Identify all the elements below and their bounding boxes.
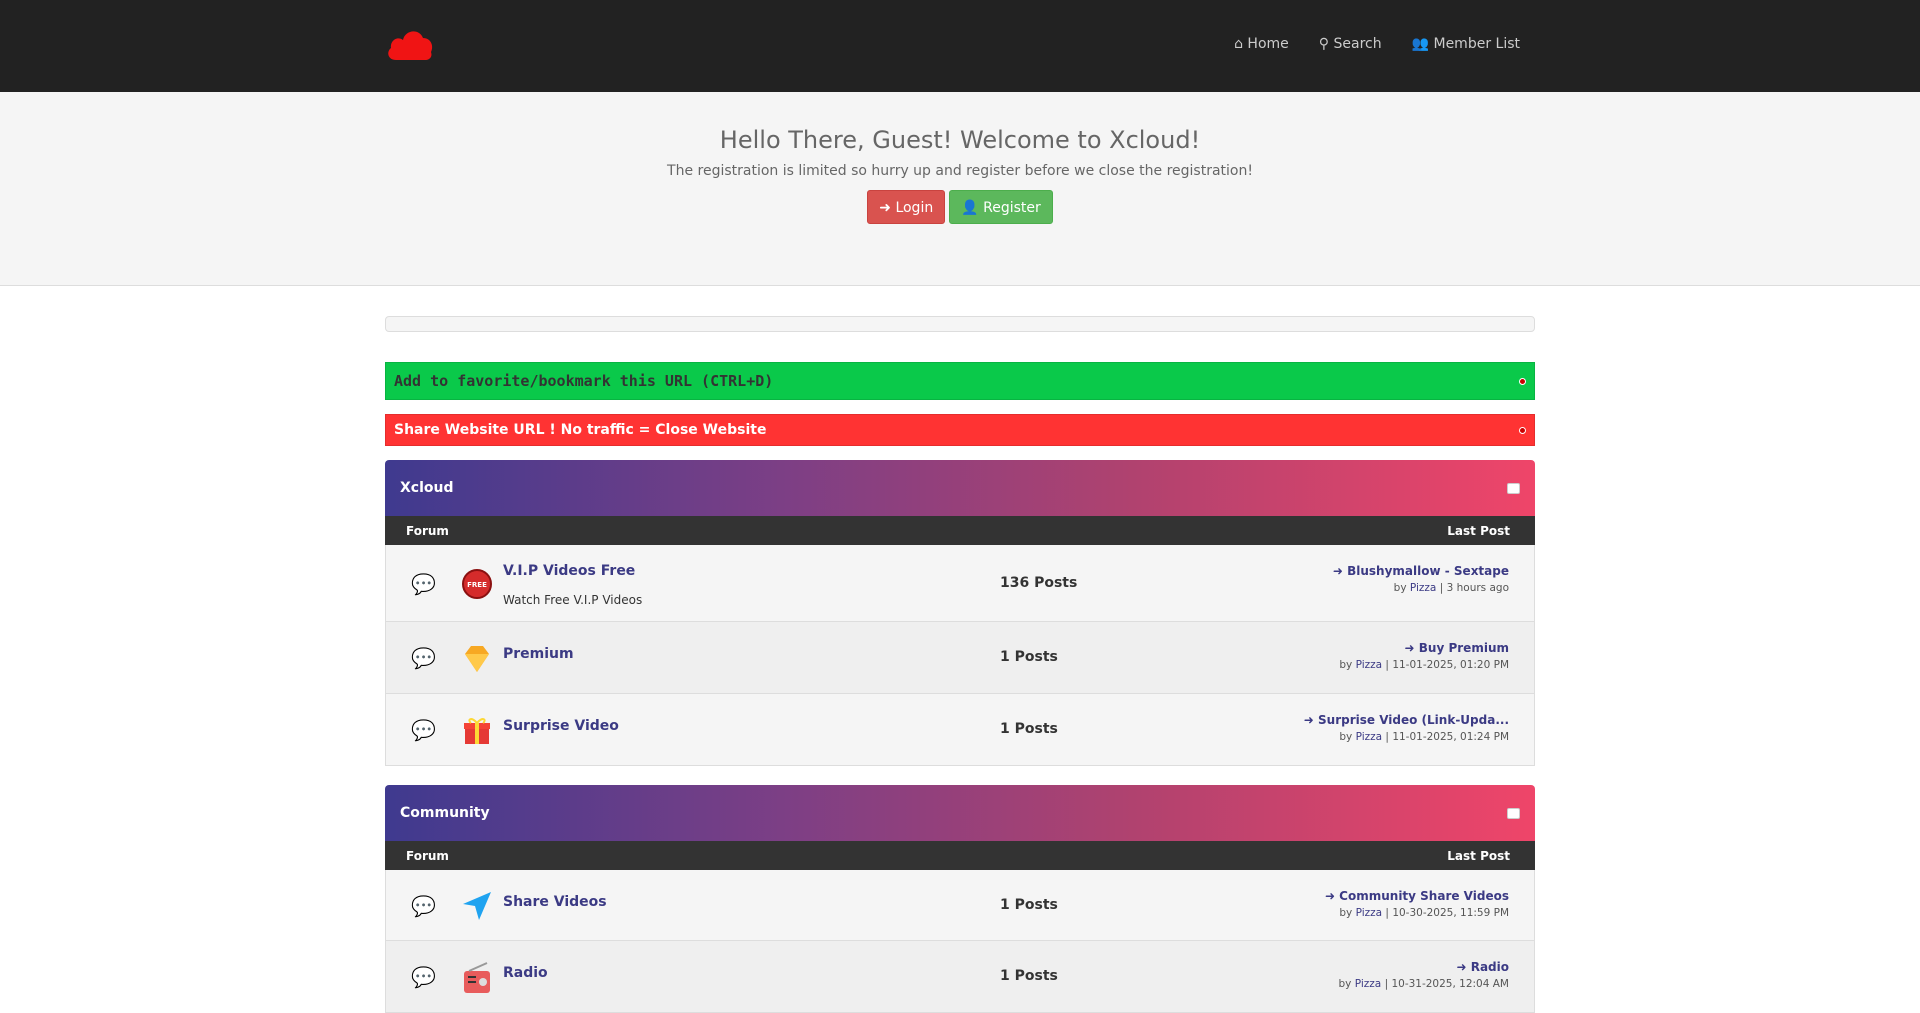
share-notice: Share Website URL ! No traffic = Close W… [385, 414, 1535, 446]
last-post-meta: by Pizza | 10-30-2025, 11:59 PM [1339, 906, 1509, 919]
last-post-meta: by Pizza | 10-31-2025, 12:04 AM [1338, 978, 1509, 990]
forum-row: 💬 Surprise Video 1 Posts ➜ Surprise Vide… [385, 694, 1535, 766]
collapse-icon[interactable] [1507, 807, 1520, 819]
last-post-link[interactable]: ➜ Blushymallow - Sextape [1332, 564, 1509, 578]
user-link[interactable]: Pizza [1355, 659, 1383, 671]
radio-icon [461, 961, 493, 993]
category-xcloud: Xcloud Forum Last Post 💬 FREE V.I.P Video… [385, 460, 1535, 766]
header: ⌂ Home ⚲ Search 👥 Member List [0, 0, 1920, 92]
col-forum: Forum [406, 848, 449, 863]
nav-members-label: Member List [1433, 36, 1520, 52]
last-post-title: Surprise Video (Link-Upda... [1318, 713, 1509, 727]
forum-status-icon: 💬 [411, 571, 436, 596]
forum-row: 💬 Share Videos 1 Posts ➜ Community Share… [385, 870, 1535, 941]
last-post-title: Blushymallow - Sextape [1347, 564, 1509, 578]
last-post: ➜ Buy Premium by Pizza | 11-01-2025, 01:… [1339, 641, 1509, 671]
col-forum: Forum [406, 523, 449, 538]
last-post-meta: by Pizza | 11-01-2025, 01:20 PM [1339, 659, 1509, 671]
bookmark-notice: Add to favorite/bookmark this URL (CTRL+… [385, 362, 1535, 400]
last-post-time: 11-01-2025, 01:24 PM [1392, 731, 1509, 743]
last-post-meta: by Pizza | 11-01-2025, 01:24 PM [1339, 731, 1509, 743]
user-link[interactable]: Pizza [1409, 582, 1437, 594]
last-post: ➜ Radio by Pizza | 10-31-2025, 12:04 AM [1339, 960, 1509, 990]
last-post-time: 10-31-2025, 12:04 AM [1391, 978, 1509, 990]
category-header[interactable]: Xcloud [385, 460, 1535, 516]
last-post: ➜ Surprise Video (Link-Upda... by Pizza … [1304, 713, 1509, 743]
post-count: 1 Posts [1000, 721, 1058, 737]
category-community: Community Forum Last Post 💬 Share Videos … [385, 785, 1535, 1013]
login-label: Login [895, 200, 934, 216]
svg-text:FREE: FREE [467, 581, 487, 589]
table-header: Forum Last Post [385, 841, 1535, 870]
paper-plane-icon [461, 890, 493, 922]
forum-link[interactable]: Share Videos [503, 894, 607, 910]
nav-home[interactable]: ⌂ Home [1234, 36, 1289, 52]
last-post-link[interactable]: ➜ Radio [1456, 960, 1509, 974]
forum-link[interactable]: V.I.P Videos Free [503, 563, 636, 579]
last-post-time: 11-01-2025, 01:20 PM [1392, 659, 1509, 671]
nav-member-list[interactable]: 👥 Member List [1411, 36, 1520, 52]
share-notice-text: Share Website URL ! No traffic = Close W… [394, 422, 767, 438]
forum-row: 💬 Radio 1 Posts ➜ Radio by Pizza | 10-31… [385, 941, 1535, 1013]
user-link[interactable]: Pizza [1355, 731, 1383, 743]
by-label: by [1339, 659, 1353, 671]
last-post-title: Radio [1470, 960, 1509, 974]
last-post-title: Buy Premium [1418, 641, 1509, 655]
col-last-post: Last Post [1447, 523, 1510, 538]
cloud-logo-icon[interactable] [386, 28, 434, 62]
forum-status-icon: 💬 [411, 646, 436, 670]
forum-status-icon: 💬 [411, 893, 436, 918]
dismiss-icon[interactable] [1519, 377, 1526, 385]
nav-search-label: Search [1333, 36, 1382, 52]
last-post-time: 10-30-2025, 11:59 PM [1392, 906, 1509, 919]
dismiss-icon[interactable] [1519, 426, 1526, 434]
register-button[interactable]: 👤 Register [949, 190, 1053, 224]
forum-status-icon: 💬 [411, 965, 436, 989]
last-post-title: Community Share Videos [1339, 888, 1509, 903]
col-last-post: Last Post [1447, 848, 1510, 863]
forum-row: 💬 FREE V.I.P Videos Free Watch Free V.I.… [385, 545, 1535, 622]
free-badge-icon: FREE [461, 568, 493, 600]
forum-link[interactable]: Radio [503, 965, 548, 981]
forum-status-icon: 💬 [411, 718, 436, 742]
post-count: 1 Posts [1000, 649, 1058, 665]
post-count: 136 Posts [1000, 574, 1078, 591]
category-title: Xcloud [400, 480, 454, 496]
post-count: 1 Posts [1000, 896, 1058, 913]
bookmark-notice-text: Add to favorite/bookmark this URL (CTRL+… [394, 372, 774, 390]
last-post: ➜ Blushymallow - Sextape by Pizza | 3 ho… [1333, 564, 1509, 594]
nav-search[interactable]: ⚲ Search [1318, 36, 1382, 52]
by-label: by [1393, 582, 1407, 594]
top-nav: ⌂ Home ⚲ Search 👥 Member List [1234, 36, 1520, 52]
forum-link[interactable]: Premium [503, 646, 574, 662]
table-header: Forum Last Post [385, 516, 1535, 545]
user-link[interactable]: Pizza [1354, 978, 1382, 990]
post-count: 1 Posts [1000, 968, 1058, 984]
last-post-meta: by Pizza | 3 hours ago [1393, 582, 1509, 594]
by-label: by [1339, 731, 1353, 743]
register-label: Register [983, 200, 1041, 216]
user-link[interactable]: Pizza [1355, 906, 1383, 919]
by-label: by [1338, 978, 1352, 990]
welcome-title: Hello There, Guest! Welcome to Xcloud! [719, 126, 1201, 154]
category-title: Community [400, 805, 490, 821]
diamond-icon [461, 642, 493, 674]
forum-row: 💬 Premium 1 Posts ➜ Buy Premium by Pizza… [385, 622, 1535, 694]
last-post-link[interactable]: ➜ Surprise Video (Link-Upda... [1303, 713, 1509, 727]
last-post: ➜ Community Share Videos by Pizza | 10-3… [1325, 889, 1509, 919]
last-post-link[interactable]: ➜ Community Share Videos [1324, 888, 1509, 903]
welcome-subtitle: The registration is limited so hurry up … [667, 163, 1253, 179]
forum-link[interactable]: Surprise Video [503, 718, 619, 734]
by-label: by [1339, 906, 1353, 919]
nav-home-label: Home [1247, 36, 1289, 52]
last-post-link[interactable]: ➜ Buy Premium [1404, 641, 1509, 655]
collapse-icon[interactable] [1507, 482, 1520, 494]
last-post-time: 3 hours ago [1446, 582, 1509, 594]
login-button[interactable]: ➜ Login [867, 190, 946, 224]
forum-description: Watch Free V.I.P Videos [503, 593, 643, 607]
category-header[interactable]: Community [385, 785, 1535, 841]
empty-bar [385, 316, 1535, 332]
gift-icon [461, 714, 493, 746]
welcome-panel: Hello There, Guest! Welcome to Xcloud! T… [0, 92, 1920, 286]
